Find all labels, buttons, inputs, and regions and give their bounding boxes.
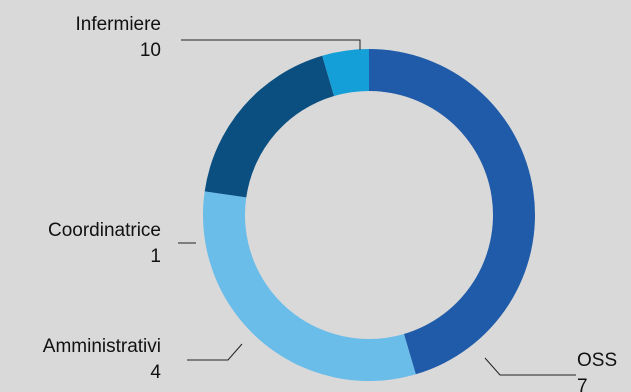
slice-amministrativi [204,55,335,198]
value-oss: 7 [577,376,588,392]
value-amministrativi: 4 [150,362,161,383]
slice-coordinatrice [322,49,369,97]
label-coordinatrice: Coordinatrice [48,220,161,241]
label-amministrativi: Amministrativi [43,336,161,357]
value-infermiere: 10 [140,40,161,61]
leader-line-infermiere [181,39,361,50]
leader-line-amministrativi [187,343,243,361]
slice-oss [203,191,416,382]
value-coordinatrice: 1 [150,246,161,267]
leader-line-oss [484,357,576,376]
slice-infermiere [369,49,535,375]
donut-slices [203,49,535,382]
leader-lines [178,39,576,376]
label-infermiere: Infermiere [75,14,161,35]
label-oss: OSS [577,350,617,371]
